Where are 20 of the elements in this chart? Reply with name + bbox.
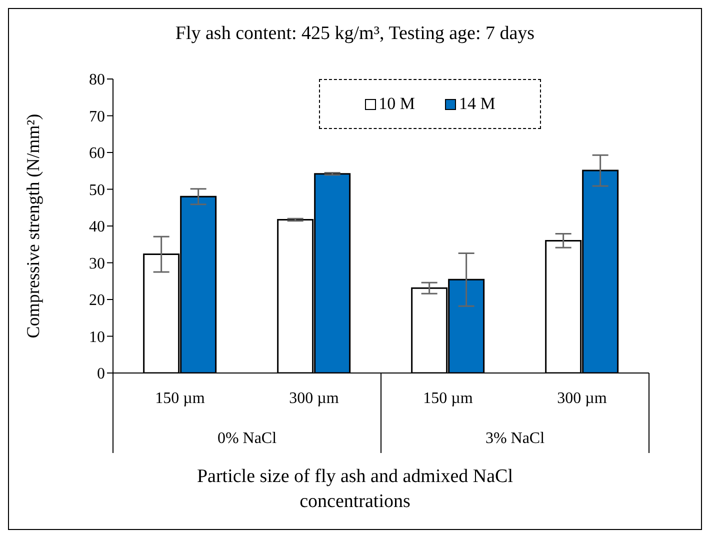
y-tick-label: 20 <box>89 292 105 310</box>
text: 3% NaCl <box>485 430 546 447</box>
y-tick-label: 30 <box>89 255 105 272</box>
y-axis-title: Compressive strength (N/mm²) <box>23 114 43 338</box>
y-tick-label: 70 <box>89 108 105 126</box>
x-tick-label: 150 µm <box>423 390 474 407</box>
x-tick-label: 150 µm <box>155 390 206 407</box>
x-tick-label: 300 µm <box>557 390 608 407</box>
x-tick-label: 300 µm <box>289 390 340 407</box>
y-tick-label: 60 <box>89 145 105 162</box>
chart-title: Fly ash content: 425 kg/m³, Testing age: 7 days <box>174 23 536 45</box>
y-tick-label: 50 <box>89 182 105 199</box>
y-tick-label: 80 <box>89 72 105 89</box>
x-axis-title: Particle size of fly ash and admixed NaCl concentrations <box>196 465 514 514</box>
y-tick-label: 40 <box>89 218 105 236</box>
text: 0% NaCl <box>217 430 278 447</box>
legend-label: 10 M <box>378 94 415 114</box>
y-tick-label: 0 <box>97 366 105 383</box>
y-tick-label: 10 <box>89 328 105 346</box>
legend-label: 14 M <box>458 94 496 114</box>
